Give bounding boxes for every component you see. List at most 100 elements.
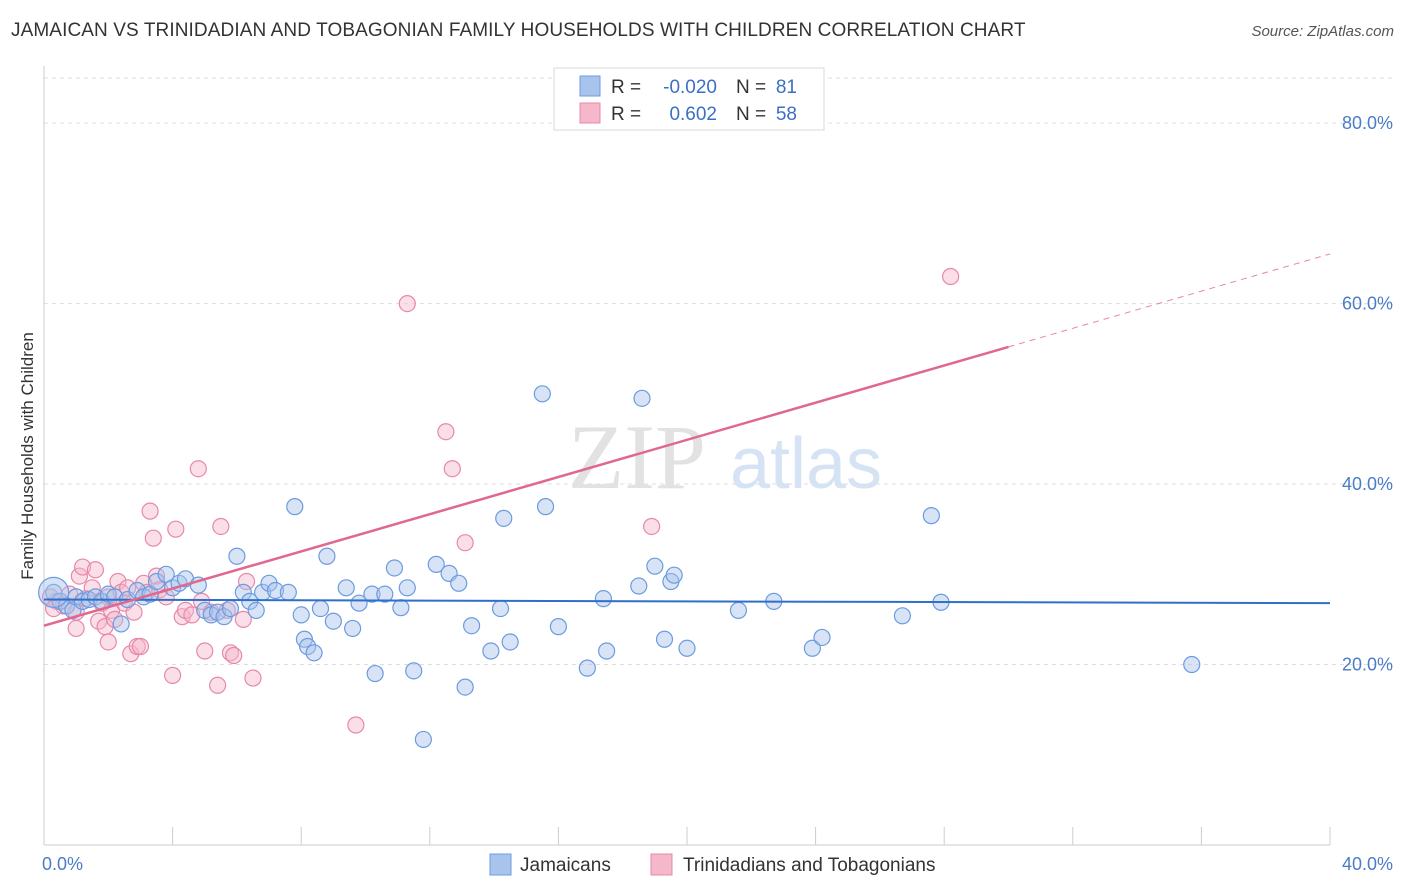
bottom-legend: Jamaicans Trinidadians and Tobagonians [489, 853, 935, 876]
trinidadian-point [237, 572, 256, 591]
jamaican-point [646, 557, 664, 575]
trinidadian-point [443, 460, 461, 478]
trinidadian-point [244, 669, 262, 687]
trinidadian-trend-line [43, 345, 1009, 627]
jamaican-point [305, 644, 323, 662]
y-tick-labels: 20.0% 40.0% 60.0% 80.0% [1342, 113, 1393, 674]
stats-n-label-blue: N = [736, 77, 766, 98]
trinidadian-point [398, 294, 416, 313]
jamaican-point [655, 630, 674, 648]
trinidadian-point [347, 716, 365, 734]
jamaican-point [112, 615, 130, 633]
jamaican-point [350, 594, 368, 612]
jamaican-point [922, 507, 940, 525]
jamaican-point [385, 559, 404, 577]
trinidadian-point [99, 633, 117, 651]
jamaican-point [533, 385, 551, 403]
jamaican-point [324, 612, 342, 630]
jamaican-point [482, 642, 500, 660]
jamaican-point [228, 547, 246, 565]
trinidadian-point [118, 579, 137, 597]
jamaican-point [299, 637, 317, 656]
jamaican-point [495, 509, 513, 527]
trinidadian-point [196, 642, 214, 660]
jamaican-point [813, 628, 831, 647]
trinidadian-point [221, 644, 240, 662]
jamaican-point [1183, 655, 1201, 674]
trinidadian-point [70, 567, 88, 585]
jamaican-point [38, 576, 70, 608]
jamaican-point [678, 639, 696, 657]
chart-title: JAMAICAN VS TRINIDADIAN AND TOBAGONIAN F… [11, 20, 1026, 41]
jamaican-trend-line [43, 598, 1331, 605]
jamaican-point [578, 659, 596, 677]
jamaican-point [462, 617, 481, 635]
y-tick-label: 60.0% [1342, 294, 1393, 314]
trinidadian-point [86, 561, 105, 579]
jamaican-point [536, 498, 555, 516]
trinidadian-point [209, 676, 227, 694]
trinidadian-point [164, 666, 182, 684]
jamaican-point [803, 639, 821, 657]
jamaican-point [491, 599, 510, 618]
trend-lines [43, 253, 1331, 627]
jamaican-point [665, 566, 683, 584]
stats-r-value-pink: 0.602 [669, 104, 717, 125]
trinidadian-point [456, 534, 474, 552]
trinidadian-point [183, 606, 201, 624]
stats-r-label-blue: R = [611, 77, 641, 98]
trinidadian-point [167, 520, 185, 538]
jamaican-point [376, 585, 394, 603]
stats-legend-blue-swatch [579, 75, 601, 97]
jamaican-point [598, 642, 616, 660]
stats-r-value-blue: -0.020 [663, 77, 717, 98]
watermark-zip: ZIP [568, 406, 706, 508]
trinidadian-point [189, 460, 207, 478]
trinidadian-point [131, 637, 150, 656]
stats-legend-pink-swatch [579, 102, 601, 124]
jamaican-point [260, 574, 278, 592]
jamaican-point [363, 585, 381, 603]
jamaican-point [279, 583, 297, 601]
stats-n-value-pink: 58 [776, 104, 797, 125]
jamaican-point [366, 664, 384, 683]
trinidadian-point [73, 558, 92, 576]
x-tick-labels: 0.0% 40.0% [42, 854, 1393, 874]
trinidadian-point [141, 502, 159, 520]
stats-n-label-pink: N = [736, 104, 766, 125]
jamaican-point [405, 662, 423, 680]
jamaican-point [286, 498, 304, 516]
trinidadian-point [192, 592, 211, 610]
y-axis-label: Family Households with Children [18, 332, 37, 580]
trinidadian-point [212, 517, 230, 536]
jamaican-point [450, 574, 468, 592]
trinidadian-point [225, 646, 243, 665]
x-tick-label: 0.0% [42, 854, 83, 874]
y-tick-label: 80.0% [1342, 113, 1393, 133]
jamaican-point [73, 592, 92, 610]
trinidadian-point [643, 517, 661, 536]
jamaican-point [337, 579, 355, 597]
stats-r-label-pink: R = [611, 104, 641, 125]
watermark: ZIP atlas [568, 406, 882, 508]
stats-n-value-blue: 81 [776, 77, 797, 98]
jamaican-point [221, 599, 240, 618]
trinidadian-point [437, 423, 455, 441]
trinidadian-point [67, 619, 85, 638]
bottom-legend-jamaicans-swatch [489, 853, 512, 876]
jamaican-point [266, 581, 285, 600]
jamaican-point [456, 678, 474, 696]
chart-source: Source: ZipAtlas.com [1251, 23, 1394, 40]
jamaican-point [427, 555, 445, 573]
jamaican-point [414, 730, 432, 749]
trinidadian-point [234, 610, 252, 629]
jamaican-point [633, 389, 651, 407]
jamaican-point [147, 572, 166, 591]
bottom-legend-trinidadians-swatch [650, 853, 673, 876]
jamaican-point [630, 577, 648, 595]
jamaican-point [344, 619, 362, 638]
y-tick-label: 40.0% [1342, 474, 1393, 494]
y-tick-label: 20.0% [1342, 655, 1393, 675]
jamaican-point [594, 590, 613, 608]
